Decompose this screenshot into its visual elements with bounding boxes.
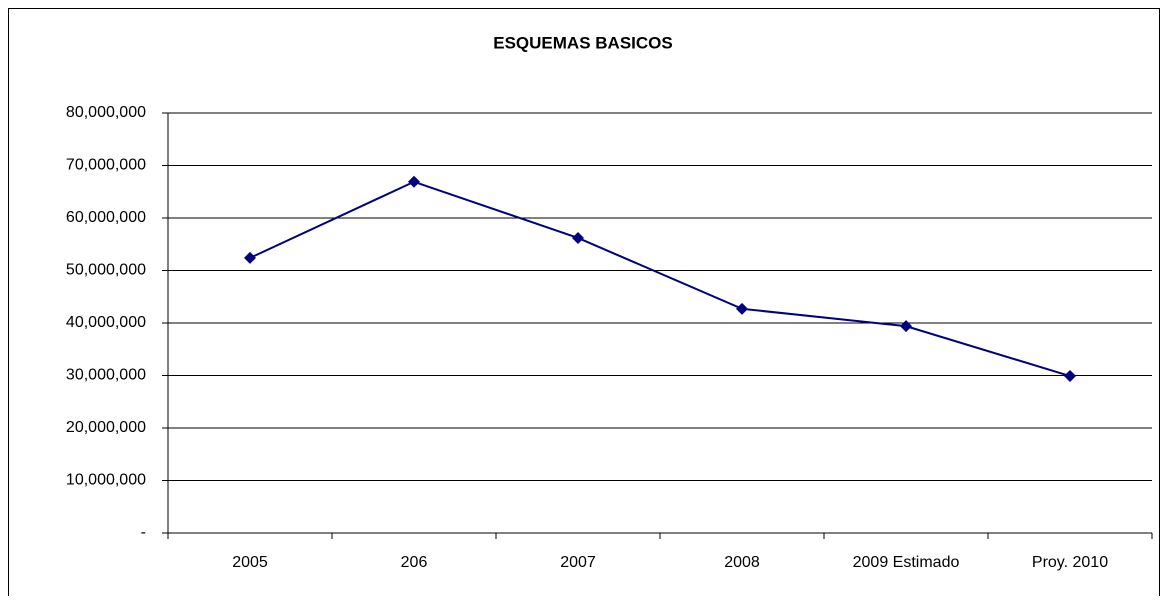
data-point (244, 251, 256, 264)
y-tick-label: 70,000,000 (66, 157, 146, 174)
x-tick-label: Proy. 2010 (1032, 554, 1108, 571)
y-tick-label: 80,000,000 (66, 104, 146, 121)
data-line (249, 180, 1071, 377)
y-tick-label: 10,000,000 (66, 472, 146, 489)
data-point (408, 175, 420, 188)
y-tick-label: 60,000,000 (66, 209, 146, 226)
x-tick-label: 206 (401, 554, 428, 571)
chart-title: ESQUEMAS BASICOS (493, 33, 672, 52)
y-tick-label: - (141, 524, 146, 541)
x-tick-label: 2007 (560, 554, 596, 571)
x-tick-label: 2005 (232, 554, 268, 571)
y-tick-label: 40,000,000 (66, 314, 146, 331)
chart-border (8, 8, 1160, 596)
x-tick-label: 2008 (724, 554, 760, 571)
y-tick-label: 20,000,000 (66, 419, 146, 436)
data-point (572, 231, 584, 244)
y-tick-label: 50,000,000 (66, 262, 146, 279)
data-point (1064, 370, 1076, 383)
y-tick-label: 30,000,000 (66, 367, 146, 384)
data-point (900, 320, 912, 333)
data-point (736, 302, 748, 315)
x-tick-label: 2009 Estimado (853, 554, 960, 571)
